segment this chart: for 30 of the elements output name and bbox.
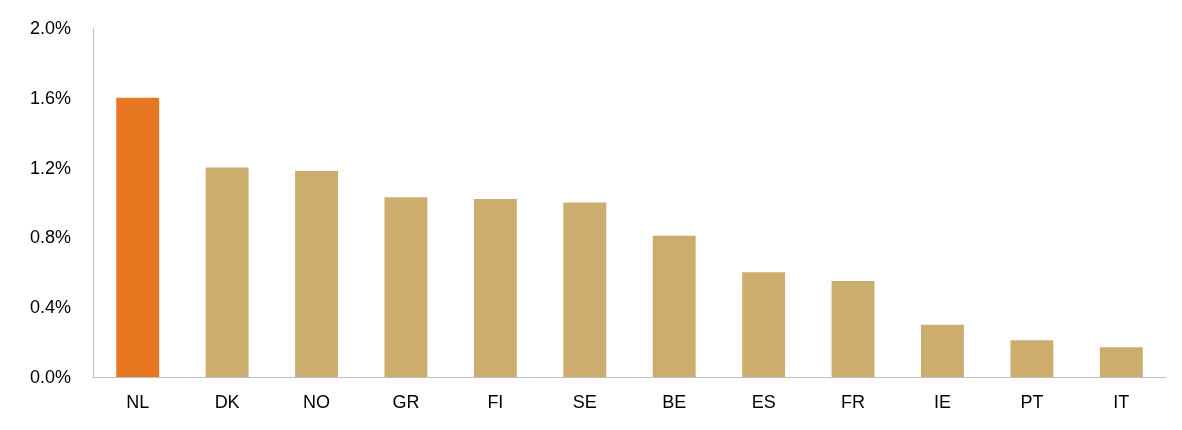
x-tick-label: FI: [487, 392, 504, 412]
bar: [742, 272, 786, 377]
x-tick-label: IT: [1113, 392, 1130, 412]
x-tick-label: NO: [303, 392, 331, 412]
bar: [1099, 347, 1143, 377]
x-tick-label: BE: [662, 392, 687, 412]
x-tick-label: FR: [841, 392, 866, 412]
bar: [384, 197, 428, 377]
x-tick-label: DK: [214, 392, 240, 412]
y-tick-label: 0.4%: [29, 297, 71, 318]
x-tick-label: GR: [392, 392, 420, 412]
y-tick-label: 1.6%: [29, 87, 71, 108]
x-tick-label: PT: [1020, 392, 1044, 412]
bar: [205, 167, 249, 377]
bar: [1010, 340, 1054, 377]
x-tick-label: NL: [126, 392, 150, 412]
y-tick-label: 0.8%: [29, 227, 71, 248]
x-tick-label: IE: [933, 392, 951, 412]
bar: [563, 202, 607, 377]
bar: [116, 97, 160, 377]
bar: [921, 324, 964, 377]
bar: [295, 171, 338, 377]
bar: [831, 281, 875, 377]
x-tick-label: SE: [572, 392, 597, 412]
bar: [473, 199, 517, 377]
x-tick-label: ES: [751, 392, 776, 412]
y-tick-label: 2.0%: [29, 18, 71, 38]
y-tick-label: 1.2%: [29, 157, 71, 178]
bar: [652, 235, 696, 377]
y-tick-label: 0.0%: [29, 367, 71, 387]
